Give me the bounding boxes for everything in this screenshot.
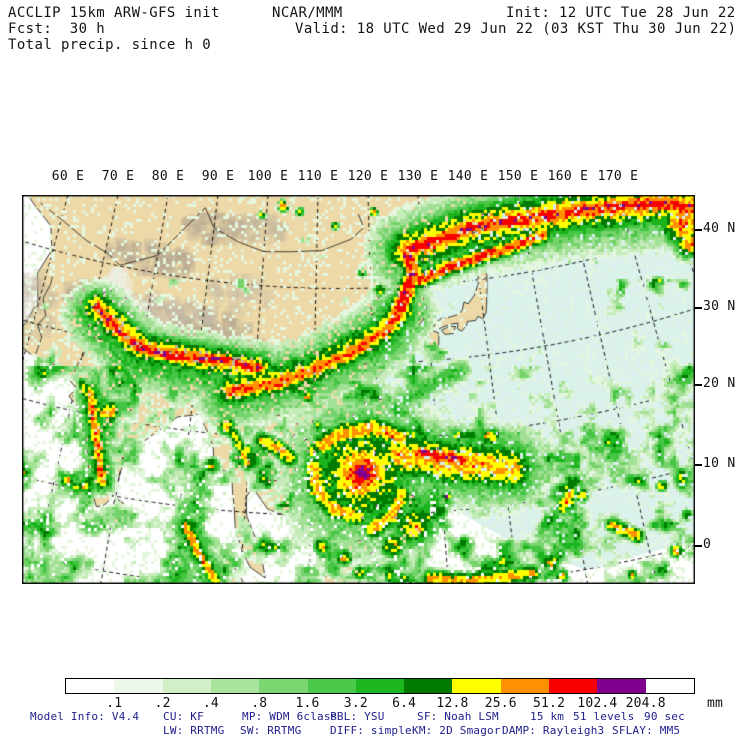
lon-label: 170 E <box>597 169 639 184</box>
colorbar-tick-label: .8 <box>251 696 268 711</box>
model-info-item: PBL: YSU <box>330 710 385 723</box>
colorbar-tick-label: 51.2 <box>533 696 566 711</box>
colorbar-tick-label: 1.6 <box>295 696 320 711</box>
model-info-item: MP: WDM 6class <box>242 710 338 723</box>
colorbar-cell <box>597 679 647 693</box>
model-info-item: DAMP: Rayleigh3 <box>502 724 605 737</box>
model-info-item: CU: KF <box>163 710 204 723</box>
colorbar-cell <box>355 679 406 693</box>
lon-label: 90 E <box>201 169 235 184</box>
forecast-hour-label: Fcst: 30 h <box>8 21 106 37</box>
lat-label: 10 N <box>703 456 736 471</box>
lon-label: 140 E <box>447 169 489 184</box>
model-info-item: Model Info: V4.4 <box>30 710 140 723</box>
lat-tick <box>695 464 702 466</box>
colorbar-cell <box>452 679 502 693</box>
model-info-item: SF: Noah LSM <box>417 710 499 723</box>
lat-tick <box>695 229 702 231</box>
model-info-item: KM: 2D Smagor <box>412 724 501 737</box>
model-info-item: SFLAY: MM5 <box>612 724 681 737</box>
colorbar-cell <box>404 679 454 693</box>
lat-label: 20 N <box>703 376 736 391</box>
colorbar-tick-label: 25.6 <box>484 696 517 711</box>
colorbar-tick-label: 204.8 <box>625 696 666 711</box>
lon-label: 60 E <box>51 169 85 184</box>
model-info-item: 15 km <box>530 710 565 723</box>
colorbar-tick-label: 102.4 <box>577 696 618 711</box>
colorbar-tick-label: .1 <box>106 696 123 711</box>
model-info-item: 51 levels <box>573 710 635 723</box>
lon-label: 120 E <box>347 169 389 184</box>
model-info-item: LW: RRTMG <box>163 724 225 737</box>
lat-label: 0 <box>703 537 712 552</box>
colorbar-cell <box>259 679 309 693</box>
precipitation-map-canvas <box>22 195 695 584</box>
lat-label: 30 N <box>703 299 736 314</box>
colorbar-cell <box>500 679 551 693</box>
colorbar-cell <box>645 679 694 693</box>
colorbar-cell <box>307 679 357 693</box>
lat-label: 40 N <box>703 221 736 236</box>
product-title: ACCLIP 15km ARW-GFS init <box>8 5 220 21</box>
lon-label: 130 E <box>397 169 439 184</box>
colorbar-tick-label: .2 <box>154 696 171 711</box>
colorbar-unit-label: mm <box>706 696 724 711</box>
lon-label: 110 E <box>297 169 339 184</box>
valid-time-label: Valid: 18 UTC Wed 29 Jun 22 (03 KST Thu … <box>295 21 737 37</box>
init-time-label: Init: 12 UTC Tue 28 Jun 22 <box>506 5 736 21</box>
model-info-item: 90 sec <box>644 710 685 723</box>
lon-label: 80 E <box>151 169 185 184</box>
lon-label: 100 E <box>247 169 289 184</box>
field-label: Total precip. since h 0 <box>8 37 212 53</box>
colorbar <box>65 678 695 694</box>
lat-tick <box>695 545 702 547</box>
colorbar-cell <box>549 679 599 693</box>
lat-tick <box>695 307 702 309</box>
colorbar-cell <box>210 679 261 693</box>
model-info-item: SW: RRTMG <box>240 724 302 737</box>
org-label: NCAR/MMM <box>272 5 343 21</box>
lon-label: 70 E <box>101 169 135 184</box>
colorbar-tick-label: 12.8 <box>436 696 469 711</box>
lon-label: 160 E <box>547 169 589 184</box>
colorbar-cell <box>114 679 164 693</box>
colorbar-tick-label: .4 <box>202 696 219 711</box>
colorbar-tick-label: 3.2 <box>343 696 368 711</box>
colorbar-cell <box>66 679 116 693</box>
lat-tick <box>695 384 702 386</box>
model-info-item: DIFF: simple <box>330 724 412 737</box>
colorbar-cell <box>162 679 212 693</box>
colorbar-tick-label: 6.4 <box>392 696 417 711</box>
lon-label: 150 E <box>497 169 539 184</box>
